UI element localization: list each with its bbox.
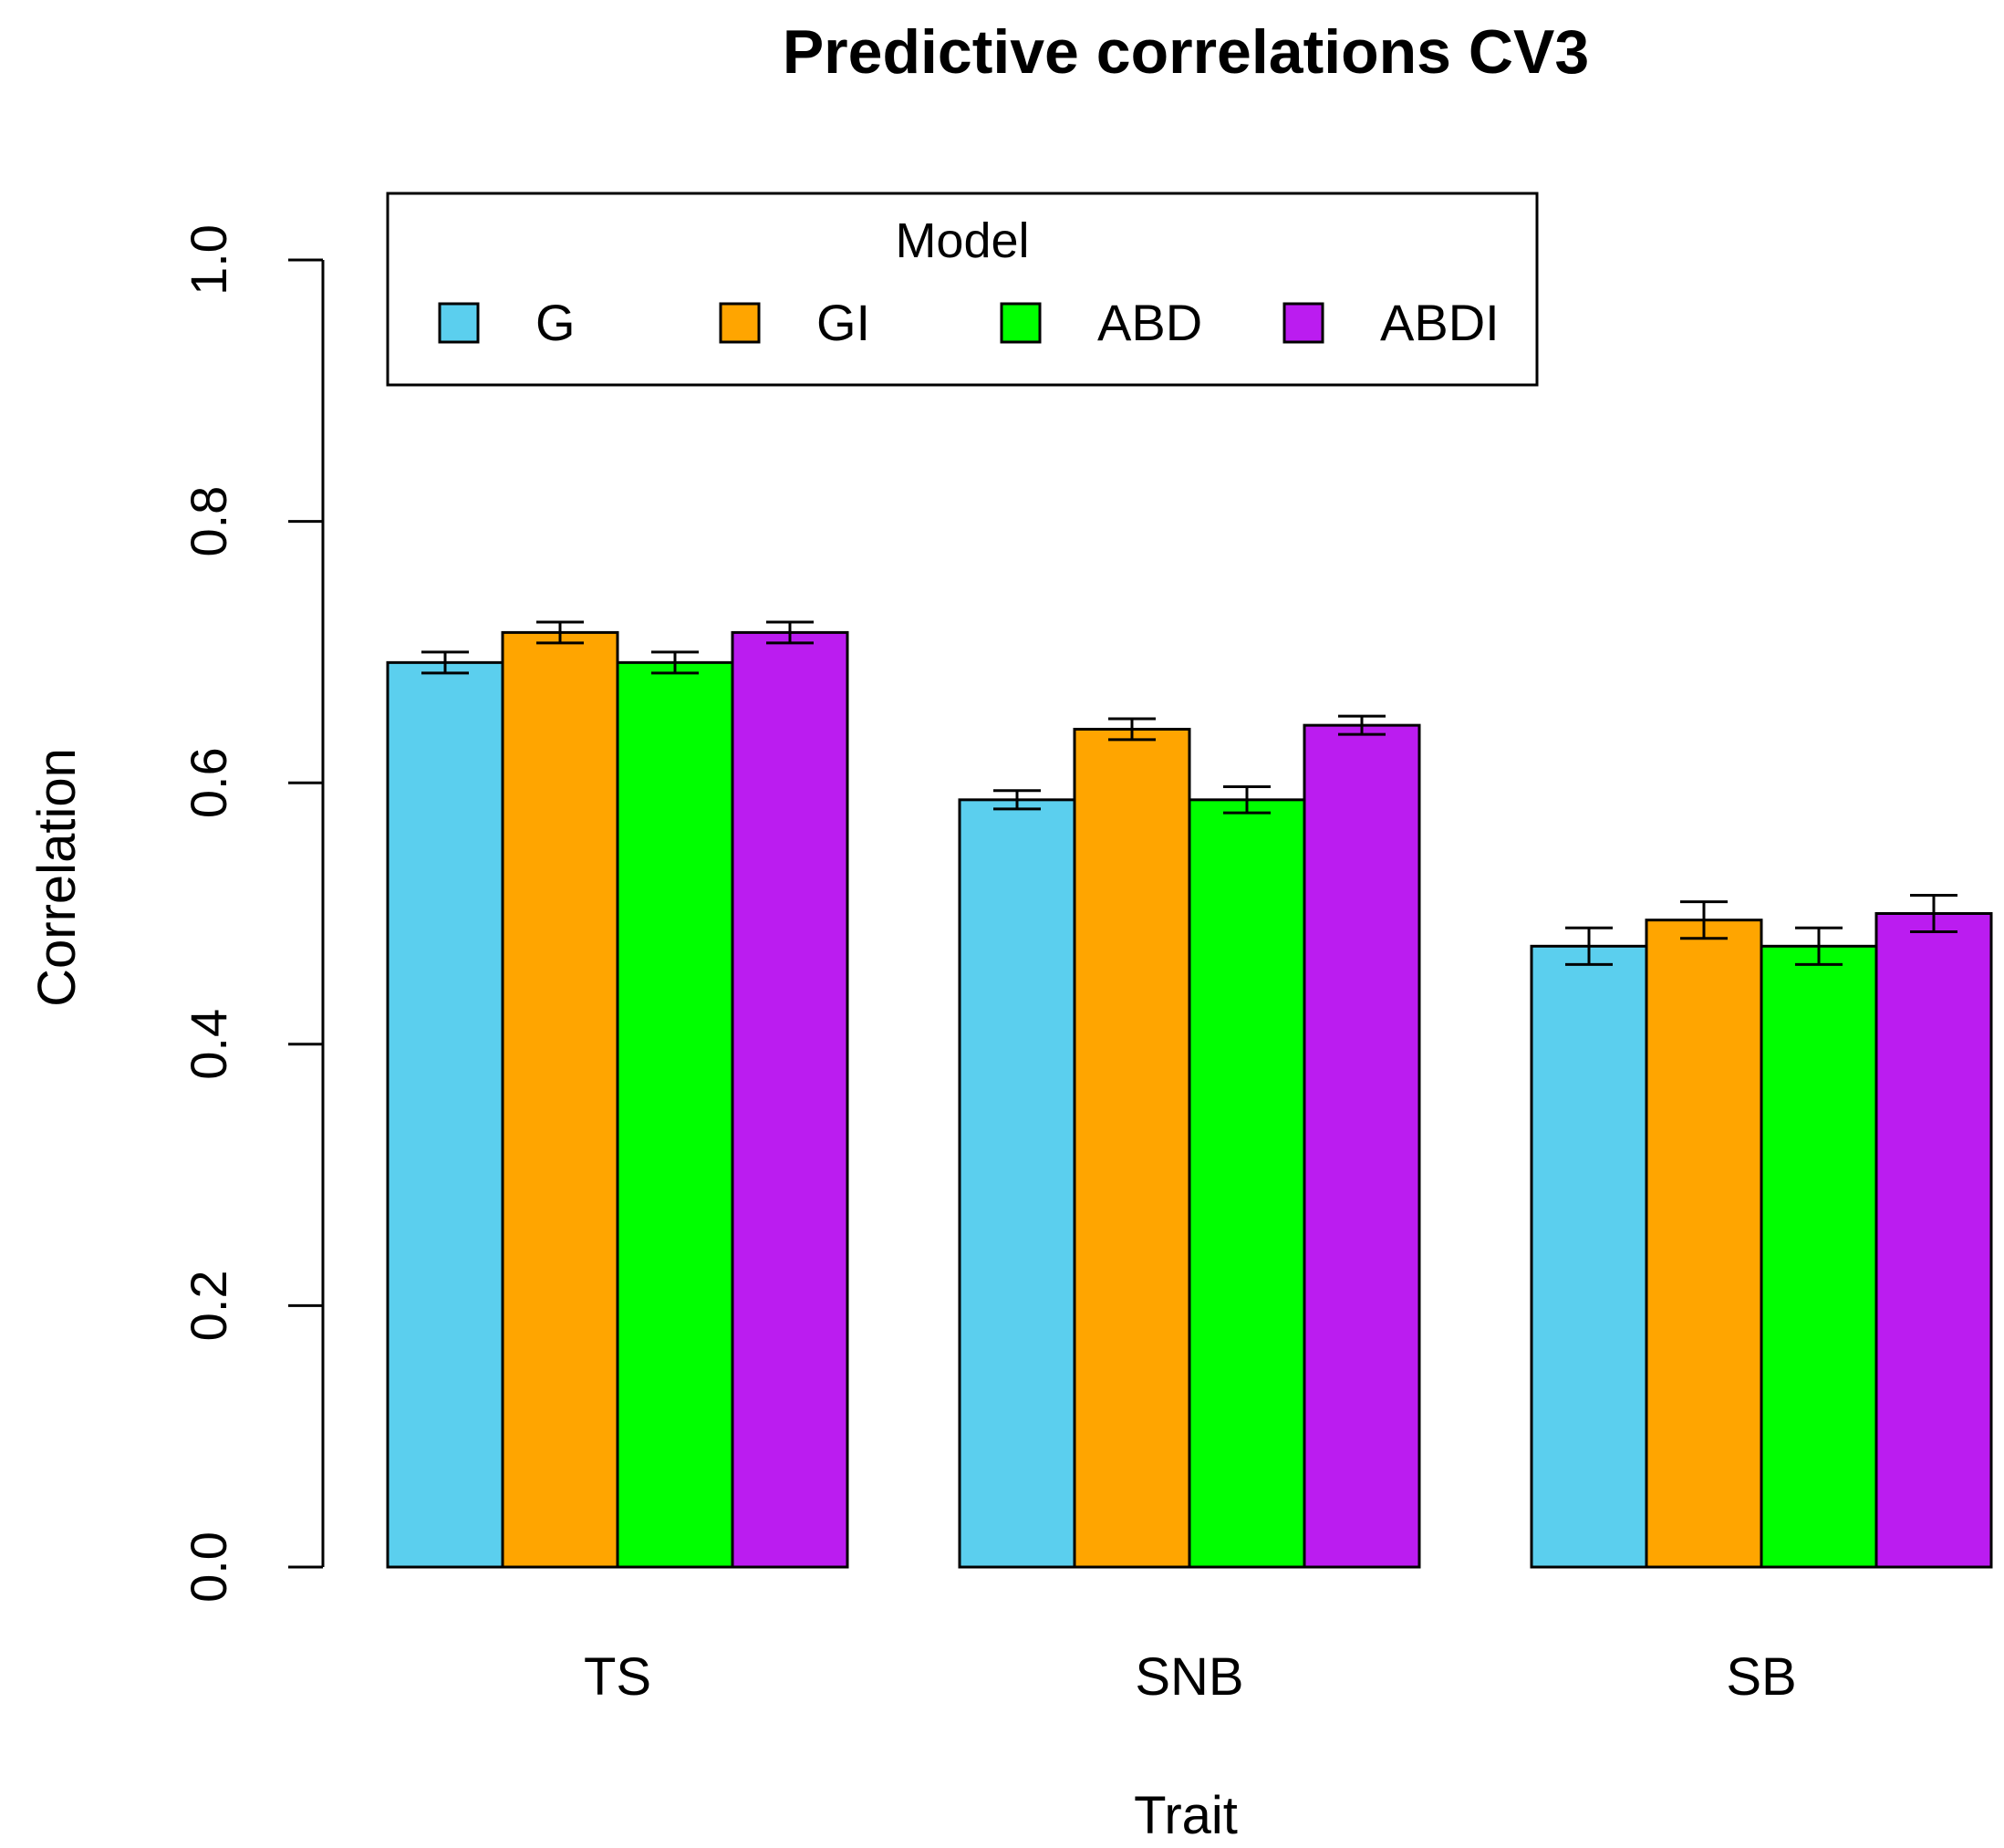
y-tick-label: 0.2 — [180, 1270, 237, 1341]
chart-title: Predictive correlations CV3 — [783, 17, 1589, 87]
bar-snb-abd — [1188, 798, 1306, 1569]
error-bars-group — [421, 620, 1957, 966]
legend-items: G GI ABD ABDI — [438, 294, 1500, 351]
bar-snb-g — [958, 798, 1076, 1569]
legend-swatch-abdi — [1282, 302, 1324, 344]
bars-group — [386, 630, 1993, 1569]
legend: Model G GI ABD ABDI — [386, 192, 1539, 387]
y-tick-label: 0.6 — [180, 747, 237, 818]
category-label-ts: TS — [584, 1647, 651, 1707]
bar-ts-gi — [501, 630, 619, 1569]
bar-ts-g — [386, 660, 504, 1569]
legend-title: Model — [895, 213, 1029, 268]
bar-ts-abdi — [731, 630, 849, 1569]
bar-snb-abdi — [1303, 723, 1421, 1569]
y-tick-label: 1.0 — [180, 224, 237, 296]
bar-sb-abd — [1760, 944, 1878, 1569]
bar-sb-gi — [1645, 919, 1763, 1569]
legend-box — [386, 192, 1539, 387]
legend-swatch-g — [438, 302, 480, 344]
bar-sb-abdi — [1874, 912, 1993, 1569]
y-axis-title: Correlation — [27, 748, 87, 1007]
bar-snb-gi — [1073, 727, 1191, 1569]
legend-label-abdi: ABDI — [1380, 294, 1500, 351]
category-label-snb: SNB — [1135, 1647, 1243, 1707]
bar-sb-g — [1530, 944, 1648, 1569]
legend-swatch-gi — [719, 302, 761, 344]
category-labels: TS SNB SB — [584, 1647, 1797, 1707]
bar-ts-abd — [616, 660, 734, 1569]
legend-label-g: G — [535, 294, 576, 351]
category-label-sb: SB — [1726, 1647, 1796, 1707]
y-tick-label: 0.8 — [180, 486, 237, 557]
x-axis-title: Trait — [1134, 1786, 1238, 1845]
legend-swatch-abd — [1000, 302, 1042, 344]
legend-label-gi: GI — [816, 294, 870, 351]
legend-label-abd: ABD — [1097, 294, 1202, 351]
y-tick-label: 0.4 — [180, 1009, 237, 1080]
y-tick-label: 0.0 — [180, 1531, 237, 1603]
y-axis: 0.0 0.2 0.4 0.6 0.8 1.0 — [180, 224, 325, 1603]
